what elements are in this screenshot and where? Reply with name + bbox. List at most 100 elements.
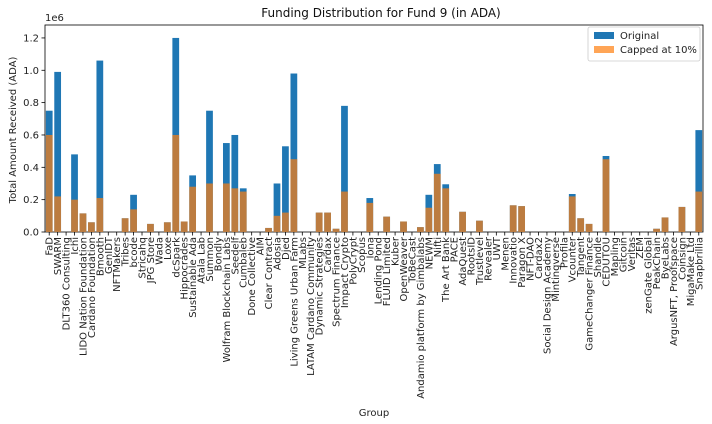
x-tick-label: LIDO Nation Foundation [78, 237, 89, 356]
bar-original [273, 183, 281, 232]
x-tick-label: Gitcoin [618, 237, 629, 272]
x-tick-label: Seedelf [230, 237, 241, 275]
bar-capped [366, 202, 374, 232]
x-tick-label: Lending Pond [374, 237, 385, 304]
x-tick-label: GameChanger Finance [585, 237, 596, 351]
x-tick-label: Snapbrillia [694, 237, 705, 290]
x-tick-label: Paragon X [517, 237, 528, 288]
x-tick-label: FLUID Limited [382, 237, 393, 306]
x-tick-label: Bmooth [95, 237, 106, 276]
bar-capped [172, 134, 180, 232]
legend-label: Original [620, 31, 659, 42]
x-tick-label: Loxe [163, 237, 174, 260]
bar-capped [433, 173, 441, 232]
bar-capped [239, 191, 247, 232]
x-tick-label: AdaQuest [458, 237, 469, 286]
bar-original [341, 105, 348, 232]
bar-capped [265, 227, 272, 232]
y-tick-label: 1.0 [23, 66, 39, 77]
bar-capped [341, 191, 348, 232]
x-axis-title: Group [359, 408, 389, 419]
bar-capped [602, 159, 610, 232]
bar-capped [222, 183, 230, 232]
x-tick-label: JPG Store [146, 237, 157, 284]
x-tick-label: Mapling [610, 237, 621, 276]
x-tick-label: ZEM [635, 237, 646, 259]
bar-capped [273, 215, 281, 232]
legend-box [587, 26, 701, 62]
bar-capped [290, 159, 298, 232]
x-tick-label: The Art Bank [441, 237, 452, 303]
x-tick-label: Veritas [627, 237, 638, 271]
bar-original [71, 154, 78, 232]
x-tick-label: Cardano Foundation [87, 237, 98, 338]
bar-capped [163, 222, 171, 232]
y-axis-title: Total Amount Received (ADA) [8, 57, 19, 205]
x-tick-label: Kuber [391, 236, 402, 266]
bar-capped [442, 188, 450, 232]
chart-title: Funding Distribution for Fund 9 (in ADA) [261, 6, 500, 20]
x-tick-label: PeakChain [652, 237, 663, 289]
plot-frame [44, 24, 704, 233]
legend-swatch [594, 46, 614, 53]
bar-capped [96, 198, 104, 232]
x-tick-label: PolyCrypt [348, 237, 359, 285]
x-tick-label: Shandle [593, 237, 604, 277]
x-tick-label: RootsID [467, 237, 478, 276]
x-tick-label: Profila [559, 237, 570, 268]
bar-capped [315, 212, 323, 232]
x-tick-label: MLabs [298, 237, 309, 269]
x-tick-label: Cardax [323, 237, 334, 273]
bar-capped [509, 205, 517, 232]
bar-capped [400, 221, 407, 232]
legend-swatch [594, 32, 614, 39]
x-tick-label: Scopus [357, 237, 368, 273]
x-tick-label: Wolfram Blockchain Labs [222, 237, 233, 362]
bar-capped [180, 221, 188, 232]
x-tick-label: Vcounter [568, 236, 579, 282]
x-tick-label: AIM [256, 237, 267, 255]
x-tick-label: Tribes [121, 237, 132, 267]
y-tick-label: 0.4 [23, 163, 39, 174]
bar-original [695, 130, 703, 232]
x-tick-label: dcSpark [171, 237, 182, 278]
x-tick-label: UWT [492, 236, 503, 260]
bar-capped [518, 206, 526, 232]
x-tick-label: Dynamic Strategies [315, 237, 326, 335]
bar-original [206, 110, 213, 232]
bar-capped [568, 196, 576, 232]
y-tick-label: 0.2 [23, 195, 39, 206]
bar-capped [79, 213, 87, 232]
x-tick-label: Menen [500, 237, 511, 271]
bar-capped [206, 183, 213, 232]
bar-original [282, 146, 289, 232]
x-tick-label: Tangent [576, 237, 587, 278]
x-tick-label: Mintingverse [551, 237, 562, 302]
y-tick-label: 1.2 [23, 33, 39, 44]
x-tick-label: Living Greens Urban Farm [289, 237, 300, 367]
bar-capped [476, 220, 483, 232]
x-tick-label: Nifti [433, 237, 444, 257]
bar-capped [147, 223, 154, 232]
x-tick-label: PACE [450, 237, 461, 262]
x-tick-label: CEDUTOU [601, 237, 612, 287]
bar-capped [585, 223, 593, 232]
bar-capped [653, 228, 660, 232]
x-tick-label: Atala Lab [197, 237, 208, 284]
bar-capped [54, 196, 62, 232]
x-tick-label: Trustlevel [475, 237, 486, 286]
x-tick-label: Done Collective [247, 237, 258, 316]
bar-capped [71, 199, 78, 232]
bar-capped [577, 218, 585, 232]
x-tick-label: ByeLabs [661, 237, 672, 279]
x-tick-label: Social Design Academy [542, 237, 553, 354]
y-tick-label: 0.0 [23, 228, 39, 239]
x-tick-label: NEWM [424, 237, 435, 269]
x-tick-label: MigaMake Ltd [686, 237, 697, 306]
x-tick-label: FaD [45, 237, 56, 256]
bar-original [290, 73, 298, 232]
x-tick-label: Bondly [213, 237, 224, 271]
bar-capped [661, 217, 669, 232]
x-tick-label: Spectrum Finance [332, 237, 343, 327]
